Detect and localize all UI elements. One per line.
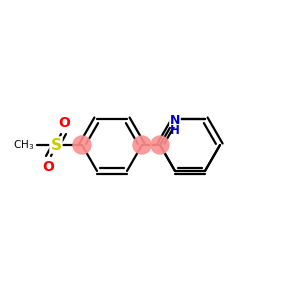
Text: O: O [42,160,54,174]
Circle shape [133,136,151,154]
Circle shape [73,136,91,154]
Text: S: S [50,137,62,152]
Text: CH$_3$: CH$_3$ [13,138,34,152]
Circle shape [151,136,169,154]
Text: H: H [170,124,180,136]
Text: N: N [170,113,180,127]
Text: O: O [58,116,70,130]
